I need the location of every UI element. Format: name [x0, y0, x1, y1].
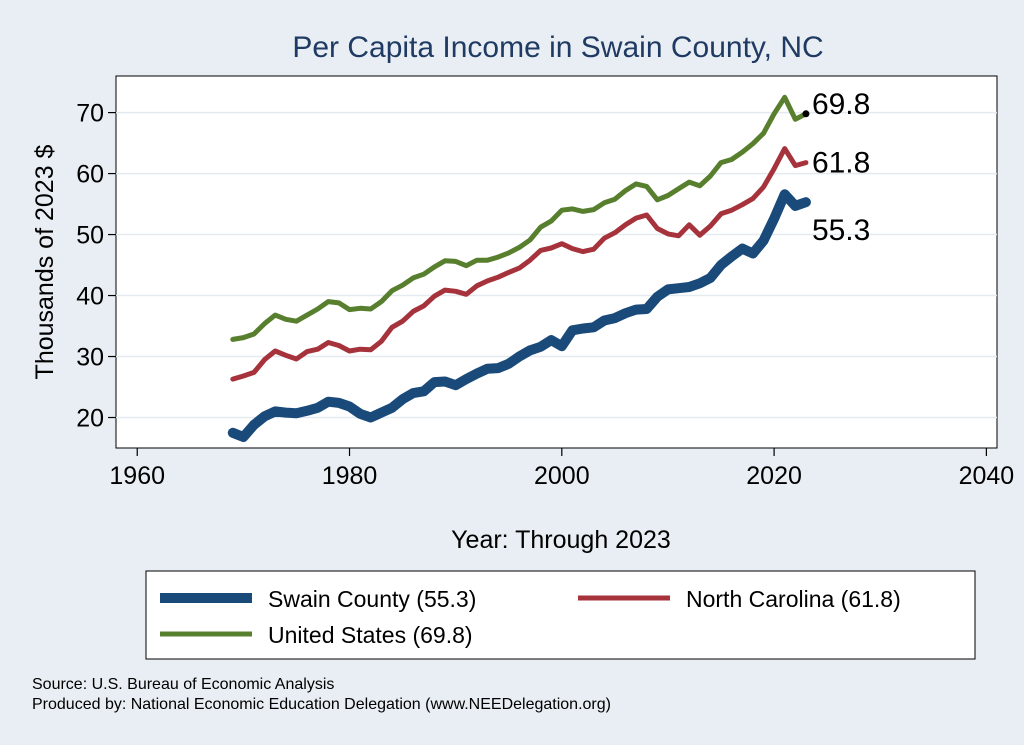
series-line-north-carolina — [230, 146, 809, 382]
series-lines — [227, 94, 811, 442]
legend: Swain County (55.3) North Carolina (61.8)… — [160, 586, 901, 648]
end-point-marker — [802, 110, 810, 118]
y-axis: 20 30 40 50 60 70 — [76, 100, 116, 433]
x-tick-label: 1980 — [322, 462, 378, 490]
y-tick-label: 50 — [76, 222, 104, 250]
y-tick-label: 20 — [76, 405, 104, 433]
y-tick-label: 30 — [76, 344, 104, 372]
end-labels: 55.3 61.8 69.8 — [812, 88, 870, 247]
x-tick-label: 2040 — [959, 462, 1015, 490]
end-label-united-states: 69.8 — [812, 88, 870, 121]
end-label-north-carolina: 61.8 — [812, 147, 870, 180]
source-text: Source: U.S. Bureau of Economic Analysis — [32, 676, 334, 693]
x-tick-label: 2020 — [746, 462, 802, 490]
plot-area — [115, 75, 998, 449]
x-tick-label: 2000 — [534, 462, 590, 490]
gridlines — [116, 111, 997, 419]
produced-by-text: Produced by: National Economic Education… — [32, 696, 611, 713]
x-tick-label: 1960 — [109, 462, 165, 490]
legend-label-north-carolina: North Carolina (61.8) — [686, 586, 901, 612]
y-tick-label: 60 — [76, 161, 104, 189]
x-axis-label: Year: Through 2023 — [451, 526, 671, 554]
y-tick-label: 70 — [76, 100, 104, 128]
x-axis: 1960 1980 2000 2020 2040 — [109, 448, 1014, 490]
series-line-united-states — [230, 94, 809, 342]
legend-label-united-states: United States (69.8) — [268, 622, 473, 648]
legend-box — [145, 570, 976, 660]
end-label-swain-county: 55.3 — [812, 214, 870, 247]
legend-label-swain-county: Swain County (55.3) — [268, 586, 476, 612]
chart-title: Per Capita Income in Swain County, NC — [292, 31, 823, 64]
y-tick-label: 40 — [76, 283, 104, 311]
series-line-swain-county — [227, 189, 811, 442]
y-axis-label: Thousands of 2023 $ — [31, 144, 59, 379]
